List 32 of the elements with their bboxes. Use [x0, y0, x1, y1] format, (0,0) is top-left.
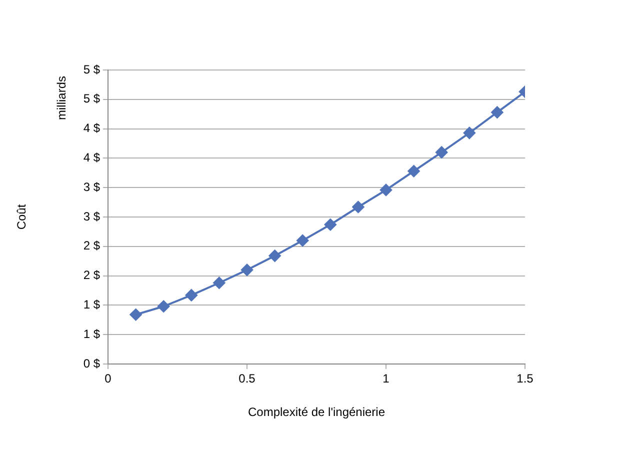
point	[268, 250, 281, 262]
y-tick-label: 0 $	[83, 356, 100, 370]
point	[436, 146, 448, 158]
y-tick-label: 4 $	[83, 121, 100, 136]
point	[352, 201, 364, 214]
y-tick-label: 2 $	[83, 238, 100, 253]
x-tick-label: 1	[382, 372, 390, 386]
point	[491, 106, 504, 118]
y-tick-label: 5 $	[83, 92, 100, 106]
x-tick-label: 1.5	[516, 372, 534, 386]
y-tick-label: 3 $	[83, 209, 100, 224]
y-tick-label: 1 $	[83, 326, 100, 341]
y-tick-label: 3 $	[83, 180, 100, 194]
x-tick-label: 0	[104, 372, 112, 386]
point	[463, 126, 476, 139]
point	[380, 184, 392, 196]
y-tick-label: 2 $	[83, 268, 100, 282]
point	[241, 264, 253, 276]
y-tick-label: 5 $	[83, 62, 100, 76]
point	[408, 165, 420, 178]
y-tick-label: 4 $	[83, 150, 100, 165]
point	[158, 300, 170, 312]
x-tick-label: 0.5	[238, 372, 256, 386]
point	[324, 218, 336, 231]
x-axis-title: Complexité de l'ingénierie	[248, 405, 386, 420]
y-axis-title: Coût	[14, 204, 28, 230]
point	[130, 308, 142, 321]
point	[213, 276, 226, 289]
point	[296, 234, 309, 247]
y-tick-label: 1 $	[83, 298, 100, 312]
point	[185, 289, 198, 302]
text: milliards	[54, 76, 68, 120]
